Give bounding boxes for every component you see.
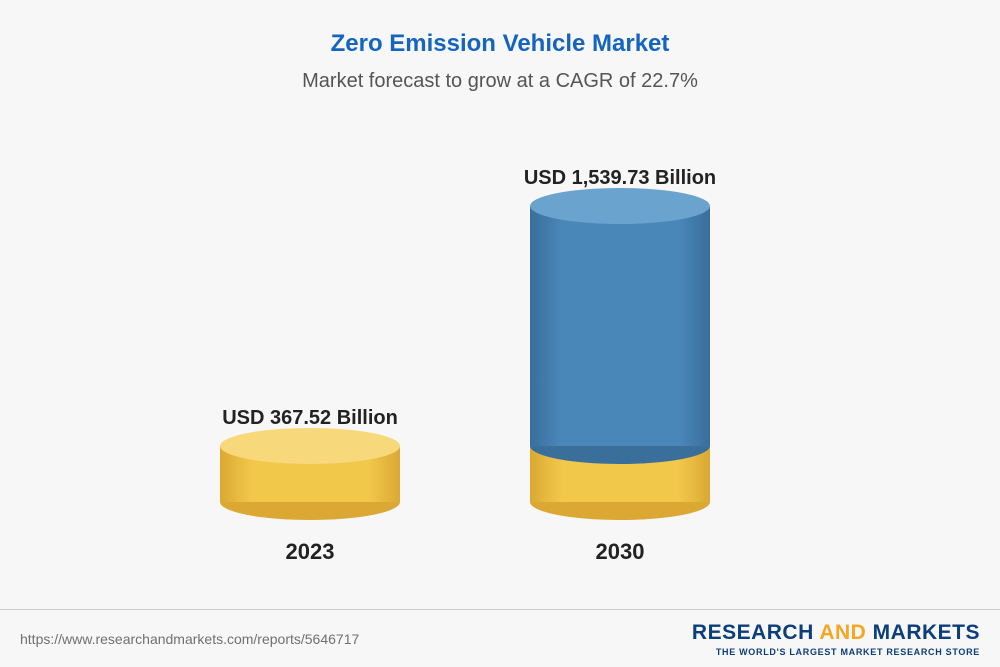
source-url: https://www.researchandmarkets.com/repor…: [20, 631, 359, 647]
value-label: USD 1,539.73 Billion: [490, 167, 750, 190]
chart-area: USD 367.52 Billion 2023 USD 1,539.73 Billi…: [0, 120, 1000, 570]
logo-tagline: THE WORLD'S LARGEST MARKET RESEARCH STOR…: [692, 647, 980, 657]
brand-logo: RESEARCH AND MARKETS THE WORLD'S LARGEST…: [692, 621, 980, 657]
cylinder-segment: [220, 428, 400, 520]
cylinder-segment: [530, 188, 710, 464]
cylinder-top: [220, 428, 400, 464]
logo-part1: RESEARCH: [692, 621, 814, 644]
footer: https://www.researchandmarkets.com/repor…: [0, 609, 1000, 667]
logo-text: RESEARCH AND MARKETS: [692, 621, 980, 645]
year-label: 2023: [210, 539, 410, 565]
year-label: 2030: [520, 539, 720, 565]
chart-container: Zero Emission Vehicle Market Market fore…: [0, 0, 1000, 667]
chart-subtitle: Market forecast to grow at a CAGR of 22.…: [0, 70, 1000, 93]
cylinder-body: [530, 206, 710, 446]
value-label: USD 367.52 Billion: [180, 407, 440, 430]
logo-part2: AND: [814, 621, 873, 644]
chart-title: Zero Emission Vehicle Market: [0, 0, 1000, 58]
cylinder-top: [530, 188, 710, 224]
logo-part3: MARKETS: [873, 621, 980, 644]
